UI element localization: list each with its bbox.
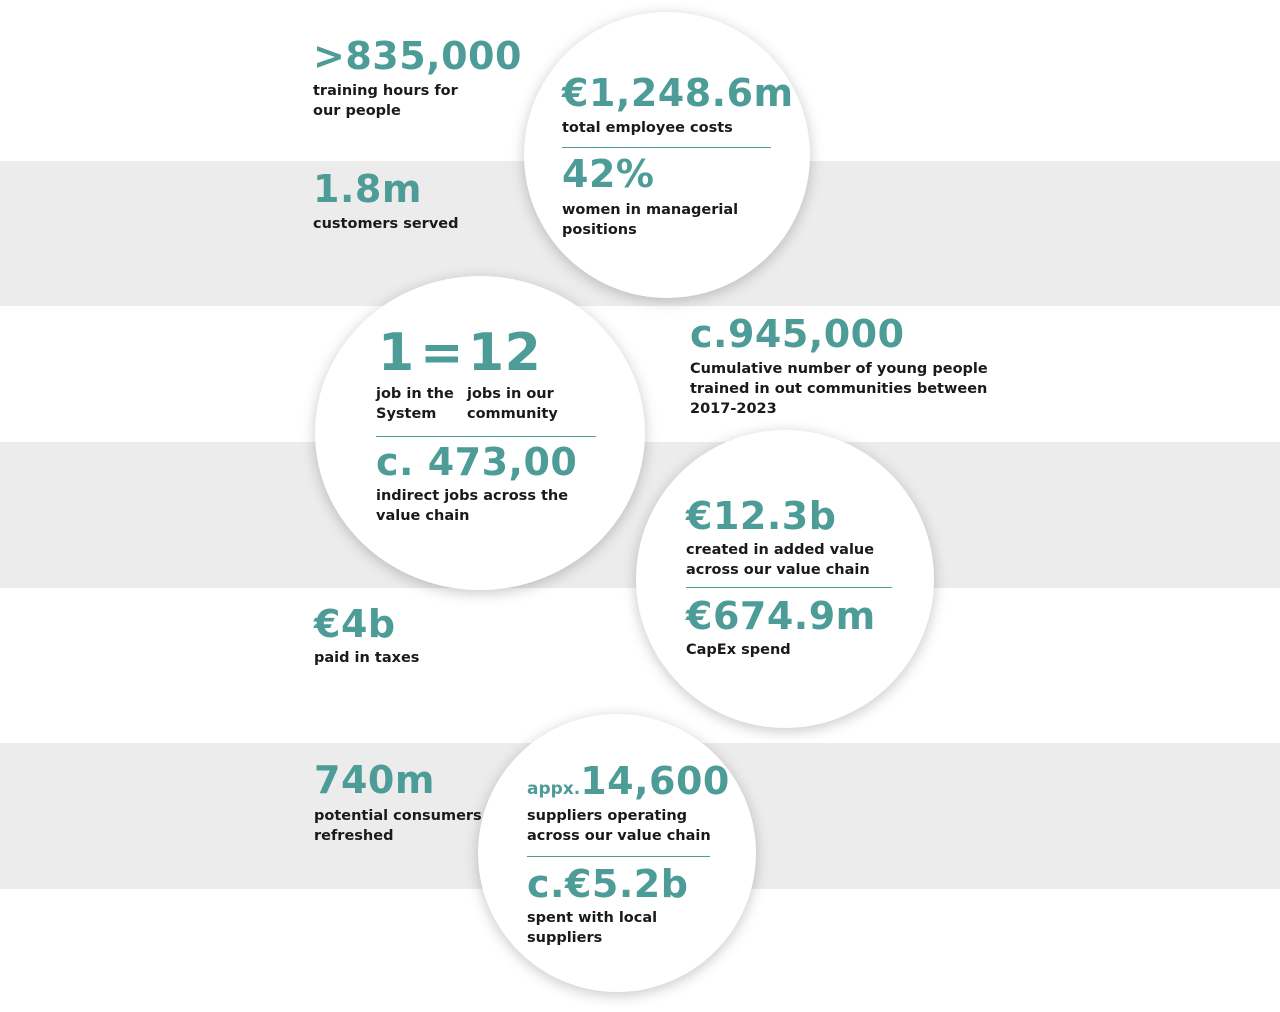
suppliers-prefix: appx. — [527, 779, 581, 799]
divider-supplier-circle — [527, 856, 710, 857]
suppliers-label: suppliers operating across our value cha… — [527, 808, 711, 844]
young-people-value: c.945,000 — [690, 312, 905, 356]
training-hours-value: >835,000 — [313, 34, 522, 78]
local-suppliers-value: c.€5.2b — [527, 862, 689, 906]
suppliers-value-row: appx.14,600 — [527, 762, 730, 800]
added-value-label: created in added value across our value … — [686, 542, 875, 578]
jobs-ratio-left-label: job in the System — [376, 386, 454, 422]
indirect-jobs-value: c. 473,00 — [376, 440, 578, 484]
local-suppliers-label: spent with local suppliers — [527, 910, 658, 946]
consumers-value: 740m — [314, 758, 435, 802]
divider-employee-circle — [562, 147, 771, 148]
customers-label: customers served — [313, 216, 459, 232]
divider-jobs-circle — [376, 436, 596, 437]
customers-value: 1.8m — [313, 167, 422, 211]
circle-employee-stats — [524, 12, 810, 298]
suppliers-value: 14,600 — [580, 759, 730, 803]
young-people-label: Cumulative number of young people traine… — [690, 361, 988, 417]
jobs-ratio-equals: = — [420, 323, 465, 383]
jobs-ratio-left: 1 — [378, 323, 415, 383]
taxes-value: €4b — [314, 602, 396, 646]
circle-jobs-stats — [315, 276, 645, 590]
divider-value-circle — [686, 587, 892, 588]
indirect-jobs-label: indirect jobs across the value chain — [376, 488, 569, 524]
jobs-ratio-right-label: jobs in our community — [467, 386, 558, 422]
training-hours-label: training hours for our people — [313, 83, 458, 119]
circle-value-stats — [636, 430, 934, 728]
employee-costs-label: total employee costs — [562, 120, 733, 136]
capex-value: €674.9m — [686, 594, 876, 638]
consumers-label: potential consumers refreshed — [314, 808, 482, 844]
jobs-ratio-right: 12 — [468, 323, 542, 383]
capex-label: CapEx spend — [686, 642, 791, 658]
women-managers-value: 42% — [562, 152, 655, 196]
taxes-label: paid in taxes — [314, 650, 420, 666]
women-managers-label: women in managerial positions — [562, 202, 739, 238]
circle-supplier-stats — [478, 714, 756, 992]
employee-costs-value: €1,248.6m — [562, 71, 794, 115]
added-value-value: €12.3b — [686, 494, 837, 538]
